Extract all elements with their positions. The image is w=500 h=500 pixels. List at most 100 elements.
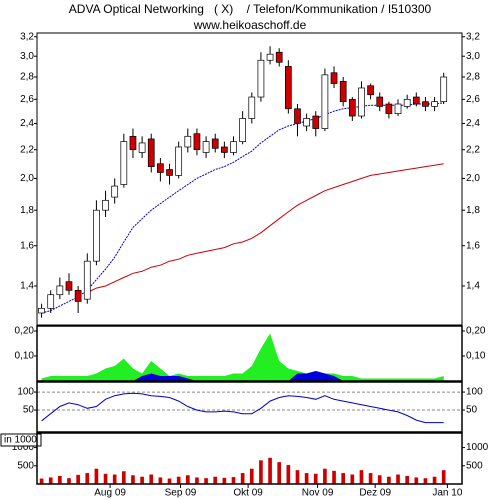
candle-body bbox=[38, 307, 45, 314]
y-tick-label: 50 bbox=[23, 405, 35, 416]
candle-body bbox=[294, 108, 301, 124]
y-tick-label: 0,10 bbox=[15, 351, 35, 362]
candle-body bbox=[367, 85, 374, 96]
volume-bar bbox=[48, 477, 53, 484]
panel-frame bbox=[36, 325, 463, 382]
y-tick-label: 2,0 bbox=[20, 173, 34, 184]
candle-body bbox=[348, 98, 356, 117]
candle-body bbox=[47, 294, 55, 309]
volume-bar bbox=[39, 478, 44, 484]
candle-body bbox=[157, 163, 164, 173]
volume-bar bbox=[350, 474, 355, 484]
candle-body bbox=[147, 138, 155, 167]
y-tick-label-right: 2,2 bbox=[466, 144, 480, 155]
y-tick-label: 2,8 bbox=[20, 72, 34, 83]
candle-body bbox=[221, 146, 228, 153]
y-tick-label-right: 2,4 bbox=[466, 118, 480, 129]
unit-box bbox=[0, 433, 42, 447]
candle-body bbox=[175, 146, 183, 176]
candle-body bbox=[102, 199, 109, 211]
panel-frame bbox=[36, 381, 463, 433]
y-tick-label-right: 2,6 bbox=[466, 94, 480, 105]
x-tick-label: Nov 09 bbox=[302, 488, 334, 499]
volume-bar bbox=[185, 475, 190, 484]
volume-bar bbox=[359, 470, 364, 484]
y-tick-label: 1,6 bbox=[20, 240, 34, 251]
panel-frame bbox=[36, 32, 463, 326]
y-tick-label: 2,2 bbox=[20, 144, 34, 155]
candle-body bbox=[120, 141, 128, 185]
volume-bar bbox=[387, 476, 391, 484]
candle-body bbox=[202, 141, 210, 153]
volume-bar bbox=[58, 475, 62, 484]
candle-body bbox=[303, 118, 310, 127]
moving-average bbox=[41, 102, 444, 314]
volume-bar bbox=[323, 468, 327, 484]
y-tick-label-right: 1,8 bbox=[466, 205, 480, 216]
candle-body bbox=[321, 74, 329, 129]
y-tick-label: 500 bbox=[17, 460, 34, 471]
y-tick-label: 3,0 bbox=[20, 51, 34, 62]
volume-bar bbox=[377, 475, 382, 484]
candle-body bbox=[339, 80, 347, 103]
volume-bar bbox=[213, 476, 218, 484]
candle-body bbox=[193, 133, 201, 151]
y-tick-label-right: 50 bbox=[466, 405, 478, 416]
y-tick-label: 1,4 bbox=[20, 281, 34, 292]
y-tick-label-right: 1,4 bbox=[466, 281, 480, 292]
candle-body bbox=[111, 185, 119, 198]
volume-bar bbox=[158, 477, 163, 484]
volume-bar bbox=[341, 473, 346, 484]
y-tick-label: 3,2 bbox=[20, 31, 34, 42]
candle-body bbox=[257, 59, 265, 98]
candle-body bbox=[56, 285, 64, 296]
volume-bar bbox=[423, 478, 428, 484]
volume-bar bbox=[122, 471, 126, 484]
volume-bar bbox=[332, 470, 336, 484]
volume-bar bbox=[277, 462, 282, 484]
candle-body bbox=[330, 72, 338, 84]
volume-bar bbox=[167, 478, 172, 484]
candle-body bbox=[275, 51, 283, 63]
chart-title: ADVA Optical Networking ( X) / Telefon/K… bbox=[69, 2, 432, 16]
indicator-area bbox=[41, 333, 444, 381]
y-tick-label-right: 0,10 bbox=[466, 351, 486, 362]
y-tick-label-right: 1,6 bbox=[466, 240, 480, 251]
volume-bar bbox=[368, 473, 373, 484]
volume-bar bbox=[249, 468, 254, 484]
candle-body bbox=[394, 103, 402, 114]
volume-bar bbox=[94, 468, 99, 484]
candle-body bbox=[266, 53, 274, 61]
candle-body bbox=[358, 87, 365, 117]
volume-bar bbox=[231, 477, 236, 484]
y-tick-label: 1000 bbox=[12, 442, 35, 453]
volume-bar bbox=[396, 474, 400, 484]
volume-bar bbox=[140, 476, 144, 484]
unit-label: in 1000 bbox=[4, 435, 37, 446]
y-tick-label-right: 100 bbox=[466, 387, 483, 398]
y-tick-label: 1,8 bbox=[20, 205, 34, 216]
panel-frame bbox=[36, 432, 463, 485]
volume-bar bbox=[204, 478, 208, 484]
candle-body bbox=[248, 96, 256, 119]
volume-bar bbox=[414, 477, 419, 484]
volume-bar bbox=[222, 477, 227, 484]
volume-bar bbox=[286, 465, 291, 484]
candle-body bbox=[93, 209, 100, 262]
volume-bar bbox=[304, 473, 309, 484]
chart-subtitle: www.heikoaschoff.de bbox=[193, 18, 307, 32]
volume-bar bbox=[313, 473, 318, 484]
x-tick-label: Sep 09 bbox=[165, 488, 197, 499]
candle-body bbox=[230, 141, 237, 153]
candle-body bbox=[239, 118, 246, 142]
indicator-area bbox=[41, 371, 444, 381]
x-tick-label: Aug 09 bbox=[94, 488, 126, 499]
volume-bar bbox=[176, 476, 181, 484]
candle-body bbox=[138, 142, 146, 153]
candle-body bbox=[74, 289, 82, 302]
y-tick-label: 0,20 bbox=[15, 326, 35, 337]
volume-bar bbox=[295, 470, 300, 484]
y-tick-label-right: 0,20 bbox=[466, 326, 486, 337]
candle-body bbox=[412, 96, 420, 105]
